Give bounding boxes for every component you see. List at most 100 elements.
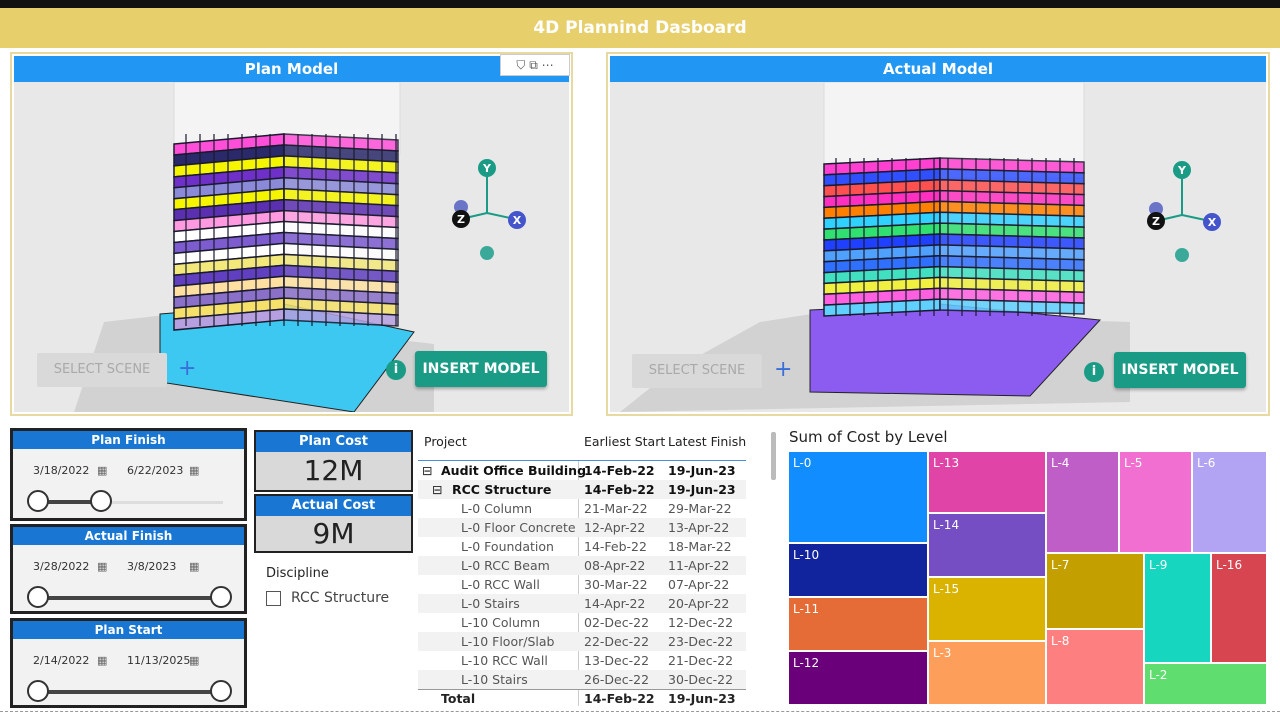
gizmo-ball <box>1203 213 1221 231</box>
table-cell: 02-Dec-22 <box>584 615 650 630</box>
checkbox[interactable] <box>266 591 281 606</box>
table-cell: 21-Dec-22 <box>668 653 734 668</box>
date-input[interactable]: 6/22/2023 <box>127 464 184 477</box>
treemap-tile[interactable]: L-4 <box>1047 452 1118 552</box>
collapse-icon[interactable]: ⊟ <box>422 463 433 478</box>
table-cell: L-0 Column <box>461 501 533 516</box>
table-cell: 13-Dec-22 <box>584 653 650 668</box>
actual-model-visual[interactable]: Actual Model Y Z X SELECT SCENE + i INSERT… <box>606 52 1270 416</box>
plan-model-visual[interactable]: Plan Model Y Z X ⛉ ⧉ ⋯ SELECT SCENE + i IN… <box>10 52 573 416</box>
tile-label: L-7 <box>1051 558 1070 572</box>
date-slicer: Plan Start 2/14/2022 ▦ 11/13/2025 ▦ <box>10 618 247 708</box>
visual-header-icons[interactable]: ⛉ ⧉ ⋯ <box>500 54 570 76</box>
date-slicer: Actual Finish 3/28/2022 ▦ 3/8/2023 ▦ <box>10 524 247 614</box>
table-cell: 18-Mar-22 <box>668 539 732 554</box>
button-text: SELECT SCENE <box>648 363 746 378</box>
treemap-tile[interactable]: L-11 <box>789 598 927 650</box>
add-icon[interactable]: + <box>774 357 793 382</box>
treemap-tile[interactable]: L-3 <box>929 642 1045 704</box>
treemap-tile[interactable]: L-6 <box>1193 452 1266 552</box>
calendar-icon[interactable]: ▦ <box>189 464 200 477</box>
discipline-option[interactable]: RCC Structure <box>291 590 390 606</box>
gizmo-dot <box>480 246 494 260</box>
date-input[interactable]: 3/28/2022 <box>33 560 90 573</box>
treemap-title: Sum of Cost by Level <box>789 428 948 446</box>
gizmo-ball <box>508 211 526 229</box>
slider-handle[interactable] <box>90 490 112 512</box>
treemap-tile[interactable]: L-8 <box>1047 630 1143 704</box>
slider-handle[interactable] <box>210 586 232 608</box>
table-cell: 23-Dec-22 <box>668 634 734 649</box>
table-cell: Audit Office Building <box>441 463 587 478</box>
table-cell: 12-Dec-22 <box>668 615 734 630</box>
visual-title: Actual Model <box>610 56 1266 82</box>
header-rule <box>418 460 746 461</box>
treemap-tile[interactable]: L-13 <box>929 452 1045 512</box>
tile-label: L-8 <box>1051 634 1070 648</box>
table-cell: 13-Apr-22 <box>668 520 730 535</box>
card-title: Plan Cost <box>256 432 411 452</box>
table-cell: 30-Mar-22 <box>584 577 648 592</box>
calendar-icon[interactable]: ▦ <box>189 560 200 573</box>
gizmo-label: X <box>513 214 522 227</box>
treemap-tile[interactable]: L-5 <box>1120 452 1191 552</box>
tile-label: L-2 <box>1149 668 1168 682</box>
slider-handle[interactable] <box>27 586 49 608</box>
treemap-tile[interactable]: L-0 <box>789 452 927 542</box>
calendar-icon[interactable]: ▦ <box>97 560 108 573</box>
date-input[interactable]: 3/8/2023 <box>127 560 177 573</box>
slider-handle[interactable] <box>27 490 49 512</box>
kpi-card: Actual Cost 9M <box>254 494 413 553</box>
tile-label: L-4 <box>1051 456 1070 470</box>
treemap-tile[interactable]: L-14 <box>929 514 1045 576</box>
select-scene-button[interactable]: SELECT SCENE <box>632 354 762 388</box>
treemap-tile[interactable]: L-15 <box>929 578 1045 640</box>
tile-label: L-14 <box>933 518 960 532</box>
column-header: Earliest Start <box>584 434 666 449</box>
collapse-icon[interactable]: ⊟ <box>432 482 443 497</box>
scrollbar[interactable] <box>771 432 776 480</box>
treemap-tile[interactable]: L-9 <box>1145 554 1210 662</box>
date-input[interactable]: 2/14/2022 <box>33 654 90 667</box>
slider-range <box>40 690 223 694</box>
slider-range <box>40 596 223 600</box>
table-cell: 22-Dec-22 <box>584 634 650 649</box>
total-cell: Total <box>441 691 476 706</box>
slider-handle[interactable] <box>27 680 49 702</box>
tile-label: L-3 <box>933 646 952 660</box>
treemap-tile[interactable]: L-16 <box>1212 554 1266 662</box>
card-value: 12M <box>303 454 364 487</box>
table-cell: L-0 RCC Wall <box>461 577 540 592</box>
calendar-icon[interactable]: ▦ <box>97 654 108 667</box>
gizmo-ball <box>452 210 470 228</box>
gizmo-dot <box>454 200 468 214</box>
date-input[interactable]: 3/18/2022 <box>33 464 90 477</box>
card-value: 9M <box>312 517 355 550</box>
gizmo-label: Y <box>1177 164 1187 177</box>
slider-handle[interactable] <box>210 680 232 702</box>
insert-model-button[interactable]: INSERT MODEL <box>1114 352 1246 388</box>
select-scene-button[interactable]: SELECT SCENE <box>37 353 167 387</box>
info-icon[interactable]: i <box>1084 362 1104 382</box>
title-text: Actual Model <box>882 60 994 78</box>
calendar-icon[interactable]: ▦ <box>97 464 108 477</box>
table-cell: L-10 Column <box>461 615 541 630</box>
discipline-title: Discipline <box>266 566 329 581</box>
treemap-tile[interactable]: L-2 <box>1145 664 1266 704</box>
treemap-tile[interactable]: L-12 <box>789 652 927 704</box>
table-cell: RCC Structure <box>452 482 552 497</box>
gizmo-label: X <box>1208 216 1217 229</box>
calendar-icon[interactable]: ▦ <box>189 654 200 667</box>
tile-label: L-6 <box>1197 456 1216 470</box>
date-input[interactable]: 11/13/2025 <box>127 654 191 667</box>
insert-model-button[interactable]: INSERT MODEL <box>415 351 547 387</box>
treemap-tile[interactable]: L-10 <box>789 544 927 596</box>
treemap-tile[interactable]: L-7 <box>1047 554 1143 628</box>
tile-label: L-13 <box>933 456 960 470</box>
slicer-title: Actual Finish <box>13 527 244 545</box>
info-icon[interactable]: i <box>386 360 406 380</box>
add-icon[interactable]: + <box>178 356 197 381</box>
table-cell: L-0 RCC Beam <box>461 558 550 573</box>
column-header: Project <box>424 434 467 449</box>
